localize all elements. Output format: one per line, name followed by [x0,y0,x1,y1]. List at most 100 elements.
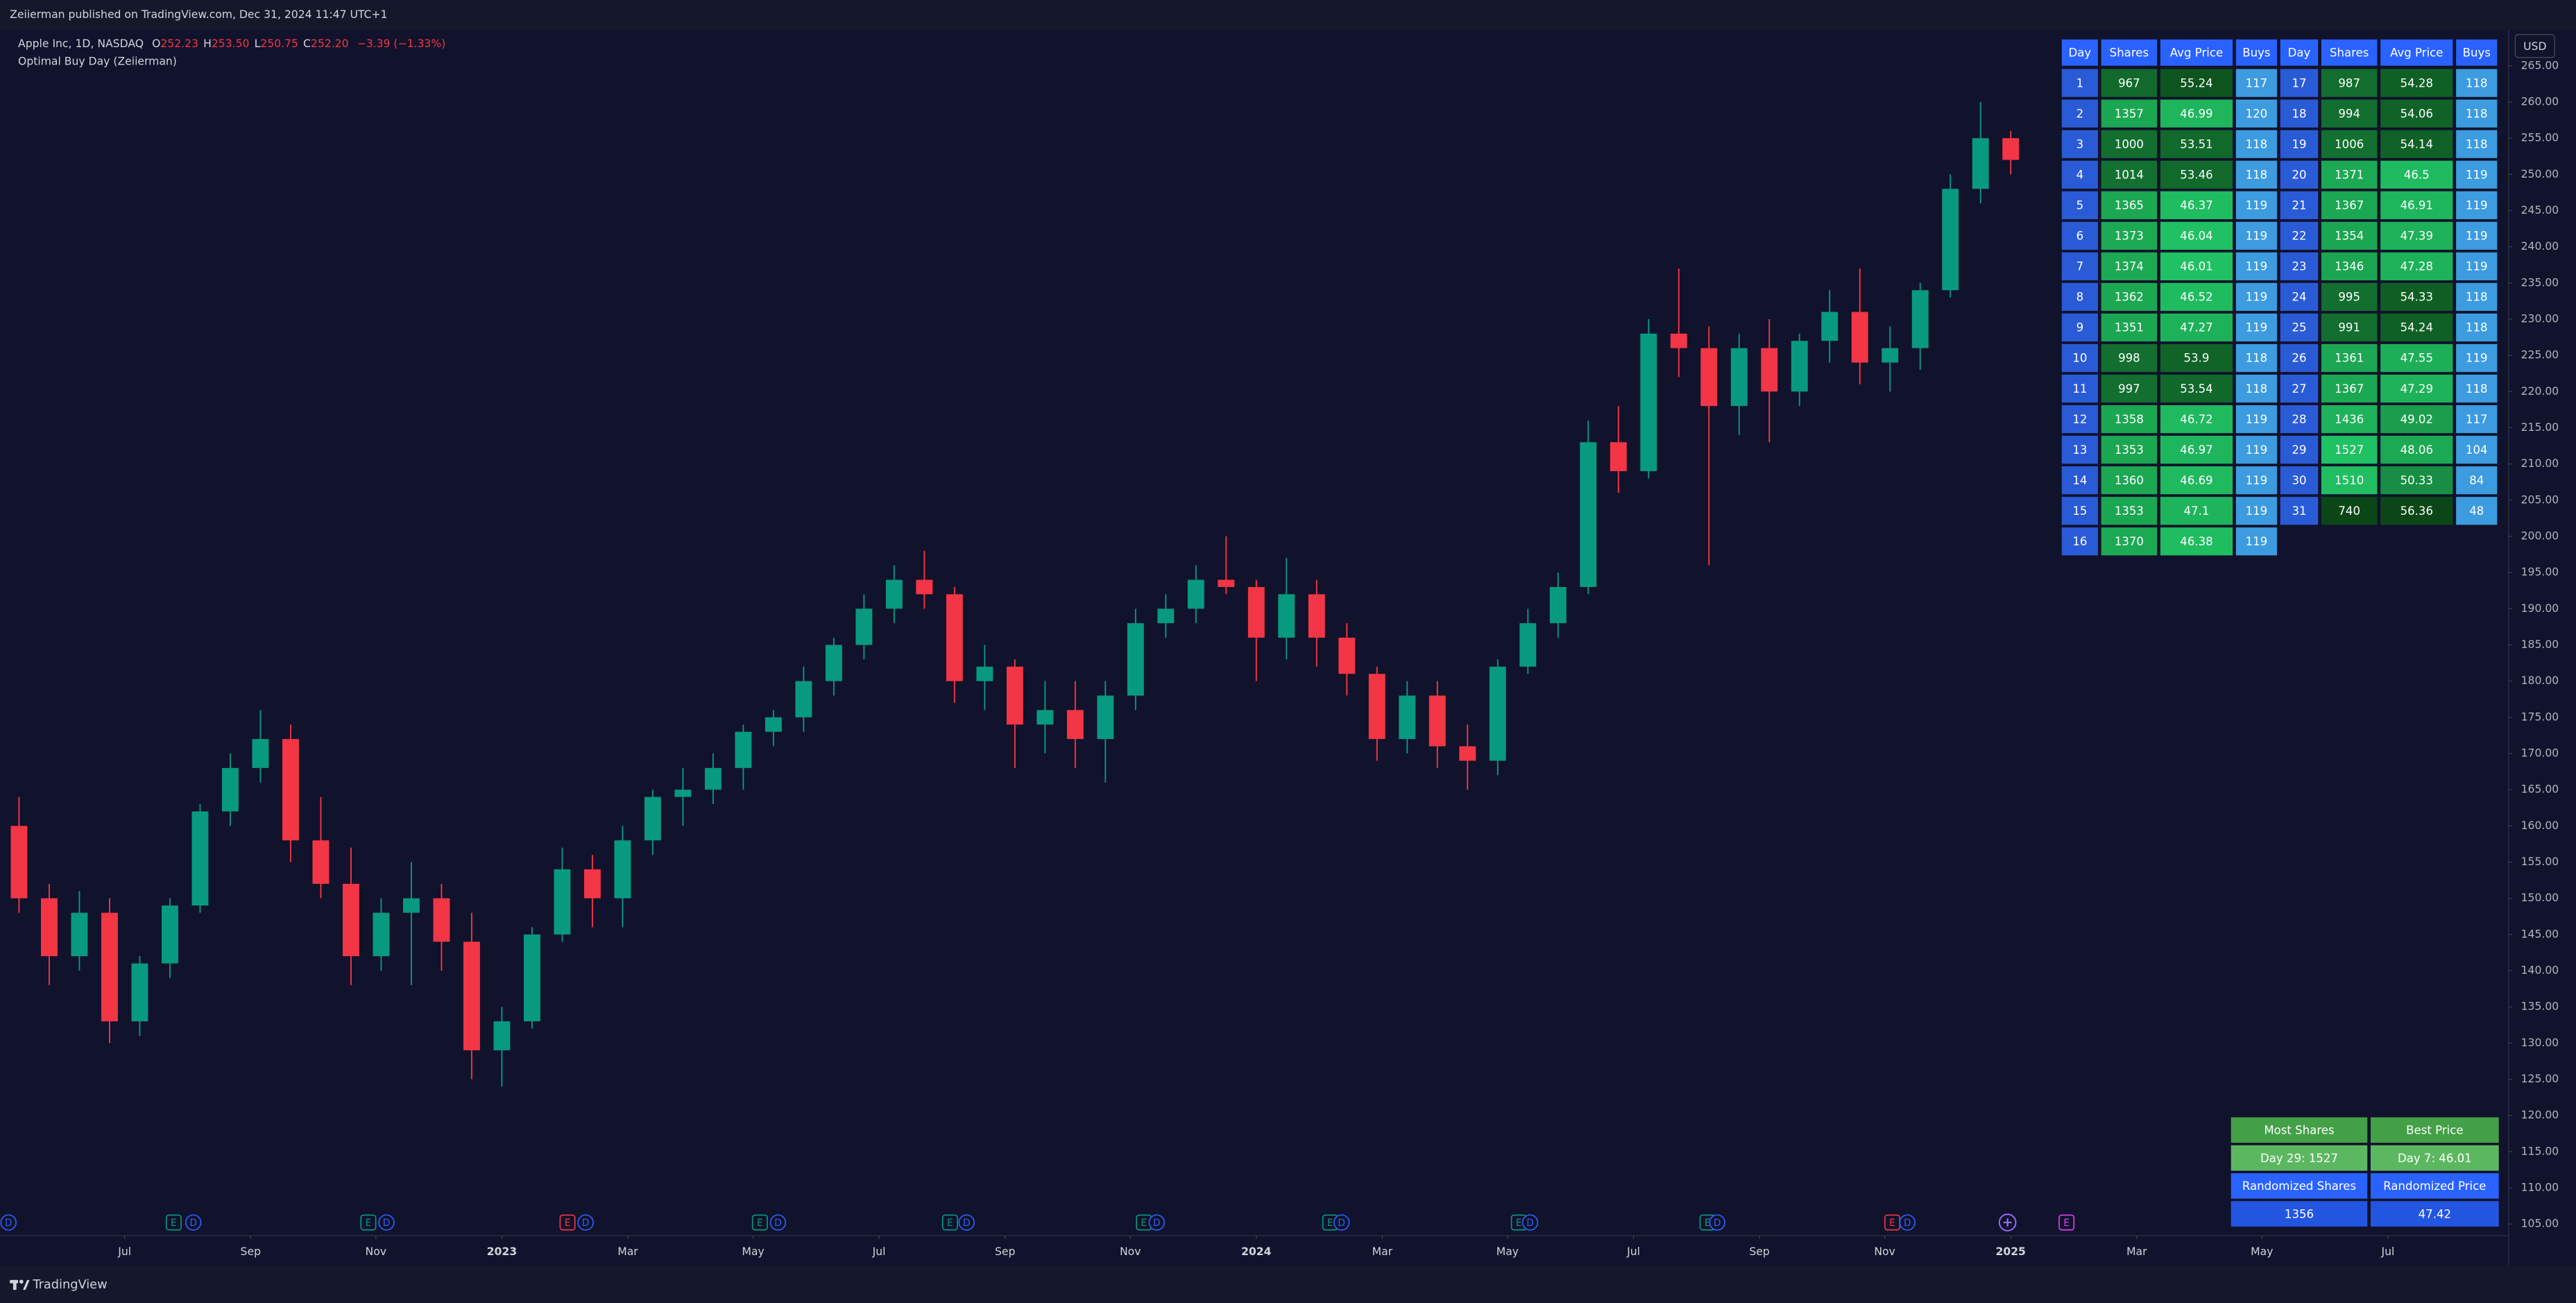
table-cell-text: 46.37 [2180,198,2212,212]
candle-body [946,594,963,681]
x-tick-label: 2023 [487,1245,517,1258]
table-cell [2380,466,2453,495]
currency: USD [2523,40,2546,53]
table-cell [2160,527,2233,556]
candle-body [554,869,571,935]
event-label: D [5,1218,12,1229]
table-cell-text: 1000 [2115,137,2144,151]
table-cell-text: 119 [2246,230,2268,243]
table-header: Buys [2242,46,2270,59]
table-cell-text: 18 [2292,107,2306,120]
table-cell-text: 23 [2292,260,2306,273]
table-cell [2061,436,2098,464]
table-cell [2061,374,2098,403]
candle-body [40,898,58,957]
table-cell [2380,497,2453,525]
candle-body [1489,666,1506,761]
table-cell [2061,252,2098,281]
table-cell [2101,282,2158,312]
table-cell [2380,191,2453,219]
table-cell [2101,497,2158,525]
candle-body [1942,189,1959,291]
table-cell [2101,69,2158,97]
table-cell-text: 54.24 [2400,321,2433,334]
summary-cell-text: Randomized Shares [2242,1179,2356,1193]
table-cell-text: 47.29 [2400,382,2433,395]
publish-info: Zeiierman published on TradingView.com, … [10,8,387,21]
table-cell-text: 46.72 [2180,413,2212,426]
candle-body [1278,594,1295,638]
add-indicator-icon[interactable] [1998,1213,2017,1232]
table-cell [2160,99,2233,128]
table-cell [2160,191,2233,219]
table-cell [2235,343,2278,373]
table-cell-text: 119 [2246,321,2268,334]
event-label: D [189,1218,197,1229]
candle-body [1972,138,1989,189]
event-label: D [1338,1218,1345,1229]
y-tick-label: 240.00 [2521,240,2559,253]
candle-body [1187,579,1204,609]
event-marker [769,1214,787,1231]
table-cell-text: 1006 [2335,137,2364,151]
ohlc: O252.23 H253.50 L250.75 C252.20 [152,37,348,49]
table-cell-text: 118 [2466,107,2488,120]
table-cell [2101,191,2158,219]
table-cell [2101,313,2158,342]
table-cell-text: 117 [2246,76,2268,90]
table-cell-text: 19 [2292,137,2306,151]
table-cell [2101,160,2158,189]
event-marker [185,1214,202,1231]
candle-body [1066,710,1084,740]
table-cell [2280,252,2319,281]
event-marker [2058,1214,2075,1231]
bottom-bar [0,1265,2576,1303]
table-cell-text: 118 [2246,352,2268,365]
summary-cell [2230,1201,2368,1227]
table-cell-text: 54.06 [2400,107,2433,120]
table-cell-text: 994 [2338,107,2360,120]
table-cell [2456,221,2498,250]
table-cell-text: 15 [2072,504,2087,518]
event-marker [1899,1214,1916,1231]
table-cell-text: 56.36 [2400,504,2433,518]
table-cell [2235,130,2278,158]
table-cell [2280,497,2319,525]
event-label: E [2063,1218,2070,1229]
table-cell-text: 28 [2292,413,2306,426]
candle-body [1882,348,1899,363]
table-cell-text: 3 [2076,137,2084,151]
table-cell-text: 46.91 [2400,198,2433,212]
table-cell [2061,191,2098,219]
candle-body [644,797,661,841]
table-cell [2061,69,2098,97]
table-cell [2456,99,2498,128]
table-cell-text: 1371 [2335,168,2364,181]
y-tick-label: 140.00 [2521,964,2559,977]
candle-body [282,739,299,841]
table-cell-text: 54.28 [2400,76,2433,90]
event-label: E [366,1218,372,1229]
x-tick-label: May [742,1245,764,1258]
table-cell-text: 31 [2292,504,2306,518]
table-cell [2280,343,2319,373]
table-cell-text: 1353 [2115,504,2144,518]
candle-body [825,645,842,681]
x-tick-label: 2025 [1995,1245,2025,1258]
table-cell [2380,282,2453,312]
table-cell-text: 47.1 [2184,504,2210,518]
table-cell [2160,497,2233,525]
y-tick-label: 115.00 [2521,1145,2559,1157]
top-bar [0,0,2576,30]
table-cell-text: 4 [2076,168,2084,181]
table-cell-text: 49.02 [2400,413,2433,426]
table-cell [2321,313,2378,342]
y-tick-label: 260.00 [2521,95,2559,108]
table-cell [2235,69,2278,97]
event-label: D [383,1218,391,1229]
table-cell [2280,191,2319,219]
summary-cell-text: Day 7: 46.01 [2398,1152,2472,1165]
table-cell-text: 6 [2076,230,2084,243]
